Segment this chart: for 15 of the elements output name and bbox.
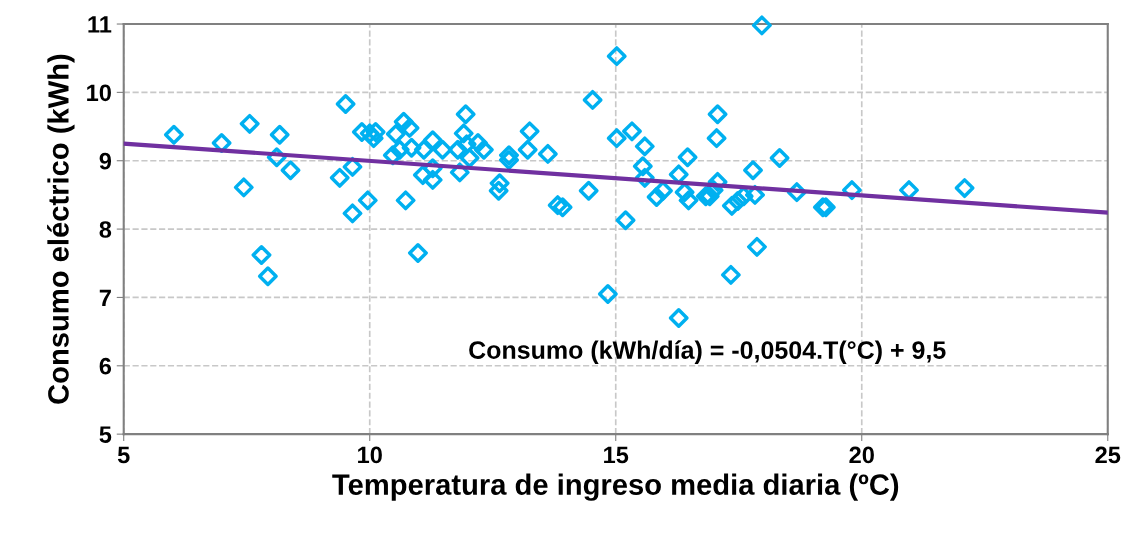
annotation: Consumo (kWh/día) = -0,0504.T(°C) + 9,5 [469,340,946,364]
x-tick-label: 5 [117,446,130,464]
y-axis-title: Consumo eléctrico (kWh) [47,54,75,404]
x-axis-title: Temperatura de ingreso media diaria (ºC) [332,473,899,501]
x-tick-label: 25 [1095,446,1121,464]
y-tick-label: 6 [99,357,112,375]
y-tick-label: 8 [99,221,112,238]
y-tick-label: 10 [87,84,111,102]
y-tick-label: 5 [99,426,112,443]
y-tick-label: 9 [99,152,112,170]
x-tick-label: 15 [604,446,629,464]
x-tick-label: 20 [849,446,874,464]
y-tick-label: 7 [99,289,111,306]
y-tick-label: 11 [88,16,112,33]
x-tick-label: 10 [358,446,382,464]
